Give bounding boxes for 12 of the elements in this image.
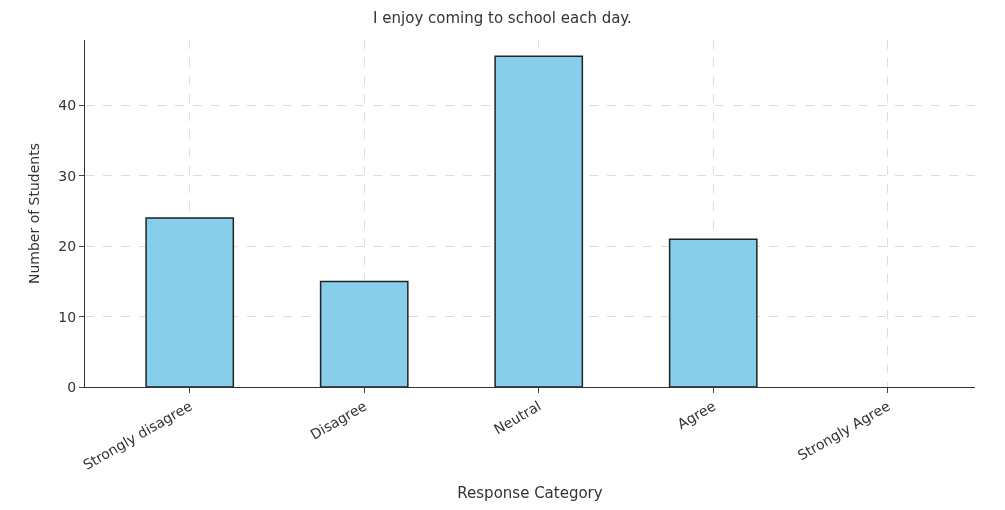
bar	[668, 238, 758, 387]
chart-title: I enjoy coming to school each day.	[373, 9, 632, 28]
y-tick-label: 10	[58, 308, 77, 325]
y-tick-label: 40	[58, 97, 77, 114]
bar	[319, 280, 409, 387]
y-tick-label: 0	[67, 378, 77, 395]
y-axis-title: Number of Students	[25, 142, 42, 285]
bar	[145, 217, 235, 387]
bar	[494, 55, 584, 387]
y-tick-label: 20	[58, 238, 77, 255]
x-axis-title: Response Category	[457, 483, 603, 502]
y-tick-label: 30	[58, 167, 77, 184]
